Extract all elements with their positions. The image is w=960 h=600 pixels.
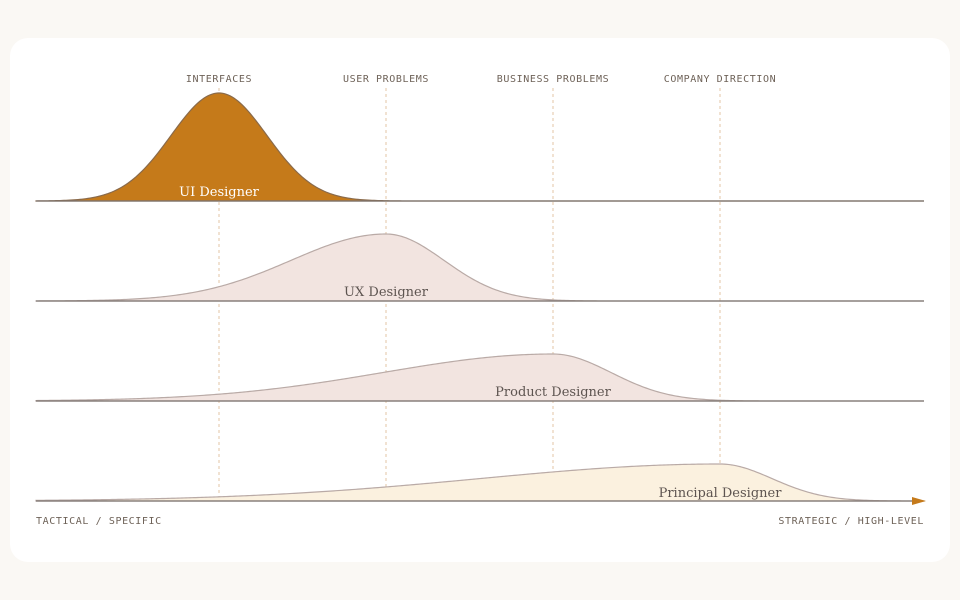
column-header-business-problems: BUSINESS PROBLEMS	[497, 74, 610, 85]
column-header-interfaces: INTERFACES	[186, 74, 252, 85]
axis-right-label: STRATEGIC / HIGH-LEVEL	[778, 516, 924, 527]
product-designer-curve	[35, 353, 924, 402]
column-headers: INTERFACES USER PROBLEMS BUSINESS PROBLE…	[186, 74, 776, 85]
baselines	[36, 200, 924, 502]
column-header-user-problems: USER PROBLEMS	[343, 74, 429, 85]
axis-arrow-icon	[912, 497, 926, 505]
role-label-principal-designer: Principal Designer	[659, 486, 783, 501]
role-label-product-designer: Product Designer	[495, 385, 611, 400]
role-label-ui-designer: UI Designer	[179, 185, 260, 200]
role-label-ux-designer: UX Designer	[344, 285, 429, 300]
axis-left-label: TACTICAL / SPECIFIC	[36, 516, 162, 527]
ui-designer-curve	[35, 92, 924, 202]
ux-designer-curve	[35, 233, 924, 302]
role-curves	[35, 92, 925, 502]
principal-designer-curve	[35, 463, 925, 502]
column-header-company-direction: COMPANY DIRECTION	[664, 74, 777, 85]
role-labels: UI Designer UX Designer Product Designer…	[179, 185, 782, 501]
